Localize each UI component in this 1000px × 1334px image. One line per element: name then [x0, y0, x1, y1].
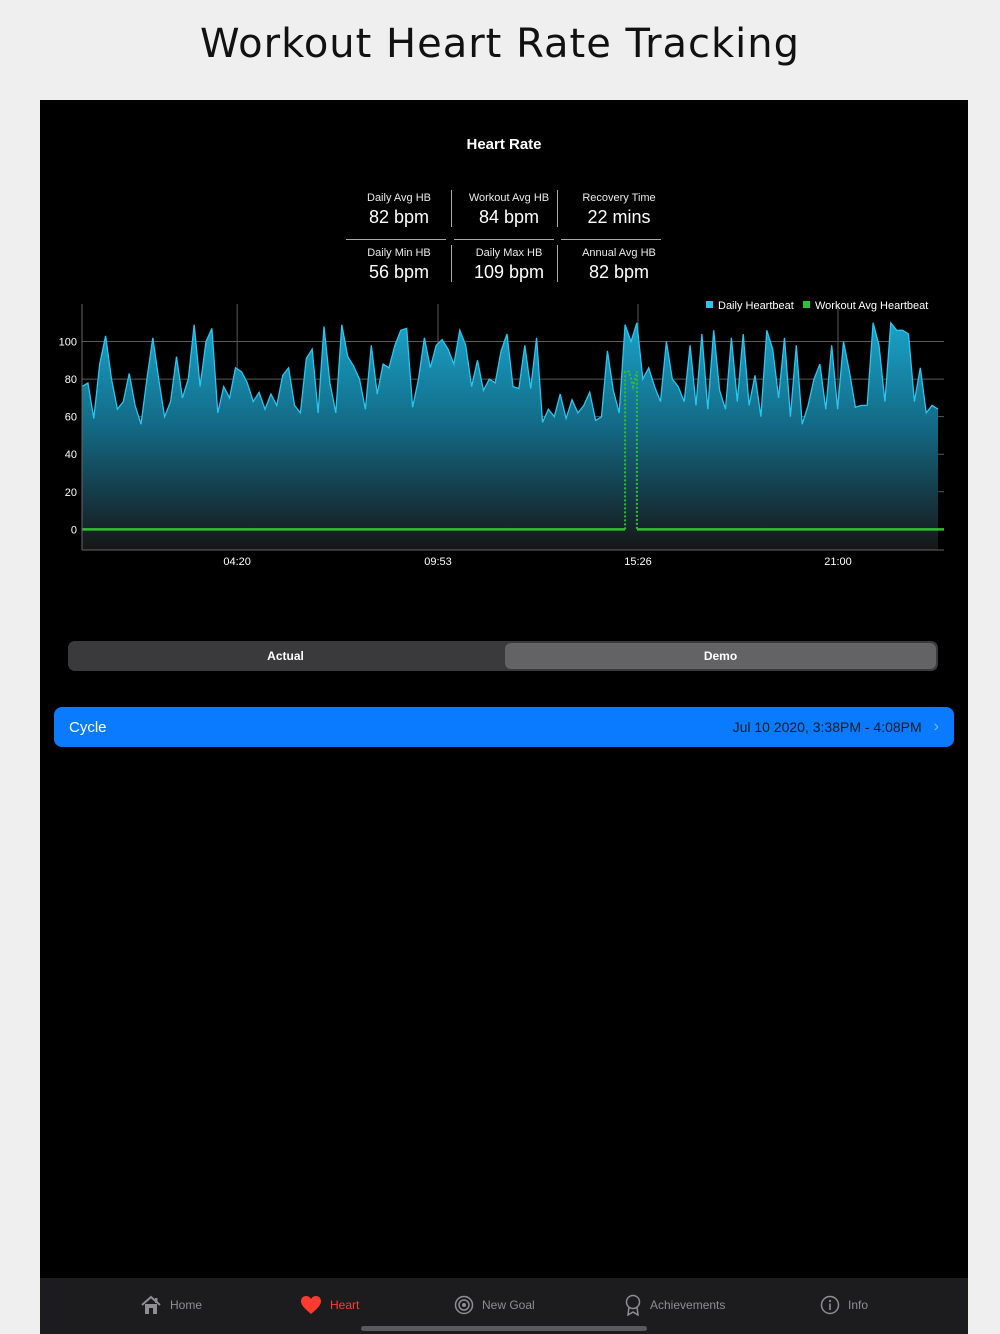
banner-title: Workout Heart Rate Tracking	[199, 21, 801, 67]
award-icon	[625, 1294, 641, 1316]
heart-rate-chart-svg: 0 20 40 60 80 100 04:20 09:53 15:26 21:00 Daily H…	[59, 300, 944, 568]
y-tick-label: 40	[65, 449, 77, 461]
workout-avg-heartbeat-line	[624, 370, 638, 530]
x-tick-label: 09:53	[424, 556, 452, 568]
workout-name: Cycle	[69, 718, 107, 736]
target-icon	[454, 1295, 474, 1315]
stats-grid: Daily Avg HB 82 bpm Workout Avg HB 84 bp…	[346, 188, 662, 284]
stat-value: 56 bpm	[368, 262, 430, 282]
stat-divider	[557, 190, 558, 227]
legend-swatch	[706, 301, 713, 308]
stat-daily-max: Daily Max HB 109 bpm	[459, 246, 559, 283]
legend-swatch	[803, 301, 810, 308]
y-tick-label: 80	[65, 374, 77, 386]
y-tick-label: 60	[65, 412, 77, 424]
x-tick-label: 21:00	[824, 556, 852, 568]
stat-value: 84 bpm	[478, 207, 540, 227]
workout-list-item[interactable]: Cycle Jul 10 2020, 3:38PM - 4:08PM ›	[54, 707, 954, 747]
legend-label: Workout Avg Heartbeat	[815, 300, 928, 312]
stat-label: Daily Min HB	[367, 247, 431, 259]
home-indicator	[361, 1326, 647, 1331]
screen-title: Heart Rate	[466, 136, 542, 153]
stat-divider	[454, 239, 554, 240]
stat-recovery-time: Recovery Time 22 mins	[569, 191, 669, 228]
stat-divider	[451, 190, 452, 227]
page-banner: Workout Heart Rate Tracking	[0, 0, 1000, 100]
stat-annual-avg: Annual Avg HB 82 bpm	[569, 246, 669, 283]
x-tick-label: 15:26	[624, 556, 652, 568]
tab-heart[interactable]: Heart	[300, 1294, 359, 1316]
stat-daily-min: Daily Min HB 56 bpm	[349, 246, 449, 283]
stat-divider	[557, 245, 558, 282]
segment-demo[interactable]: Demo	[505, 643, 936, 669]
data-source-segmented-control: Actual Demo	[68, 641, 938, 671]
home-icon	[141, 1295, 161, 1314]
heart-rate-chart: 0 20 40 60 80 100 04:20 09:53 15:26 21:00 Daily H…	[40, 290, 968, 590]
tab-new-goal[interactable]: New Goal	[454, 1294, 535, 1316]
tab-label: Heart	[330, 1298, 360, 1312]
stat-label: Daily Avg HB	[367, 192, 431, 204]
app-screen: Heart Rate Daily Avg HB 82 bpm Workout A…	[40, 100, 968, 1334]
x-tick-label: 04:20	[223, 556, 251, 568]
y-tick-label: 0	[71, 524, 77, 536]
tab-label: Achievements	[650, 1298, 726, 1312]
tab-bar: Home Heart New Goal Achievements	[40, 1278, 968, 1334]
stat-value: 82 bpm	[368, 207, 430, 227]
info-icon	[820, 1295, 840, 1315]
chevron-right-icon: ›	[933, 718, 939, 735]
daily-heartbeat-line	[81, 321, 939, 425]
tab-label: Home	[170, 1298, 203, 1312]
stat-divider	[561, 239, 661, 240]
tab-info[interactable]: Info	[820, 1294, 868, 1316]
stat-value: 109 bpm	[473, 262, 545, 282]
stat-label: Recovery Time	[582, 192, 656, 204]
stat-label: Annual Avg HB	[582, 247, 656, 259]
stat-value: 82 bpm	[588, 262, 650, 282]
stat-workout-avg: Workout Avg HB 84 bpm	[459, 191, 559, 228]
tab-home[interactable]: Home	[140, 1294, 202, 1316]
y-tick-label: 20	[65, 487, 77, 499]
stat-divider	[451, 245, 452, 282]
stat-value: 22 mins	[587, 207, 651, 227]
stat-divider	[346, 239, 446, 240]
legend-label: Daily Heartbeat	[718, 300, 794, 312]
tab-label: Info	[848, 1298, 869, 1312]
heart-icon	[301, 1296, 321, 1314]
tab-label: New Goal	[482, 1298, 535, 1312]
segment-actual[interactable]: Actual	[267, 649, 304, 663]
workout-date-range: Jul 10 2020, 3:38PM - 4:08PM	[732, 719, 922, 735]
y-tick-label: 100	[59, 337, 77, 349]
tab-achievements[interactable]: Achievements	[624, 1294, 725, 1316]
stat-daily-avg: Daily Avg HB 82 bpm	[349, 191, 449, 228]
stat-label: Workout Avg HB	[468, 192, 550, 204]
daily-heartbeat-area	[82, 322, 938, 550]
stat-label: Daily Max HB	[475, 247, 543, 259]
